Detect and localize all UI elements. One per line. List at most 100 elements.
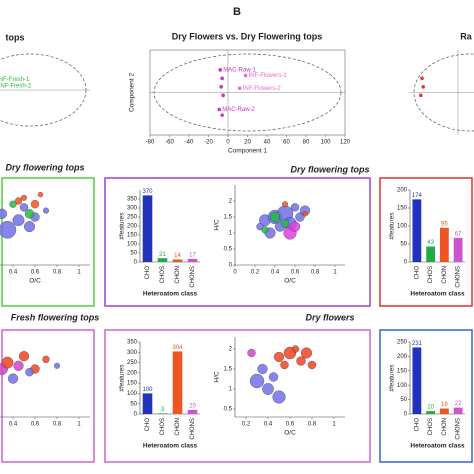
y-tick-label: 150 [397,368,408,374]
point-label: INF-Flowers-2 [243,86,282,92]
y-tick-label: 150 [397,206,408,212]
x-tick-label: 80 [303,140,310,146]
y-axis-label: #features [119,212,126,240]
x-tick-label: 0.4 [9,270,18,276]
x-tick-label: CHON [175,266,181,284]
y-axis-label: H/C [214,219,221,231]
value-label: 20 [189,403,196,409]
plot-frame [149,49,346,136]
bubble [30,200,40,209]
y-tick-label: 150 [127,233,138,239]
bubble [21,194,27,201]
x-tick-label: -40 [185,140,194,146]
y-tick-label: 150 [127,381,138,387]
x-tick-label: 0.8 [311,270,320,276]
bubble [249,373,265,389]
bubble [257,363,268,375]
x-tick-label: 1 [77,270,81,276]
frame [1,329,95,463]
bubble [24,209,35,219]
y-axis-label: H/C [214,371,221,383]
bubble [262,383,274,395]
bar [157,413,168,414]
bubble [282,201,288,208]
y-axis-label: Component 2 [129,73,136,112]
bubble [42,355,50,364]
x-tick-label: CHO [145,418,151,432]
y-tick-label: 50 [400,397,407,403]
frame [379,329,473,463]
y-tick-label: 0 [404,260,408,266]
y-tick-label: 100 [127,242,138,248]
y-tick-label: 0 [404,412,408,418]
bubble [289,221,301,232]
bubble [43,207,49,214]
y-tick-label: 50 [130,401,137,407]
bubble [18,351,30,362]
bubble [54,362,60,369]
value-label: 370 [142,189,153,195]
x-tick-label: 0 [233,270,237,276]
bubble [280,360,289,370]
x-tick-label: CHON [442,266,448,284]
chart-title: Dry flowering tops [290,164,369,174]
value-label: 100 [142,387,153,393]
y-tick-label: 0.5 [224,247,233,253]
x-tick-label: 20 [244,140,251,146]
x-tick-label: 0.8 [53,270,62,276]
bubble [9,200,17,208]
bubble [261,226,269,234]
x-tick-label: CHONS [456,418,462,440]
x-tick-label: 120 [340,140,351,146]
x-tick-label: -20 [204,140,213,146]
x-tick-label: 0.8 [53,422,62,428]
x-tick-label: 0.4 [9,422,18,428]
bubble [24,221,35,233]
y-axis-label: #features [389,364,396,392]
bar [412,347,422,414]
value-label: 22 [455,401,462,407]
x-axis-label: O/C [284,278,296,285]
x-tick-label: CHON [442,418,448,436]
bubble [302,211,308,217]
frame [104,177,371,307]
bubble [291,345,300,353]
y-tick-label: 1 [229,231,233,237]
value-label: 14 [174,253,181,259]
y-tick-label: 1 [229,387,233,393]
point [420,76,424,81]
x-axis-label: Component 1 [228,148,267,155]
frame [379,177,473,307]
y-tick-label: 200 [397,354,408,360]
point [221,93,225,98]
y-tick-label: 200 [397,188,408,194]
y-tick-label: 250 [127,215,138,221]
y-tick-label: 0 [229,263,233,269]
x-tick-label: 0.4 [264,422,273,428]
bubble [269,211,281,223]
x-tick-label: CHON [175,418,181,436]
y-tick-label: 250 [127,360,138,366]
value-label: 17 [189,253,196,259]
y-tick-label: 1.5 [224,367,233,373]
panel-label: B [233,6,241,18]
y-tick-label: 0.5 [224,407,233,413]
bar [426,411,436,414]
point-label: INF-Fresh-2 [0,84,32,90]
bubble [37,191,44,198]
bar [453,237,463,262]
x-tick-label: 100 [320,140,331,146]
point [219,85,223,89]
point [217,107,222,112]
x-tick-label: -80 [146,140,155,146]
bubble [0,221,17,239]
chart-title: Fresh flowering tops [11,312,100,322]
x-tick-label: CHO [145,266,151,280]
bar [439,408,449,414]
x-axis-label: Heteroatom class [143,291,198,298]
chart-title: Dry flowering tops [5,162,84,172]
y-tick-label: 1.5 [224,215,233,221]
x-tick-label: 1 [333,270,337,276]
frame [1,177,95,307]
y-tick-label: 200 [127,370,138,376]
